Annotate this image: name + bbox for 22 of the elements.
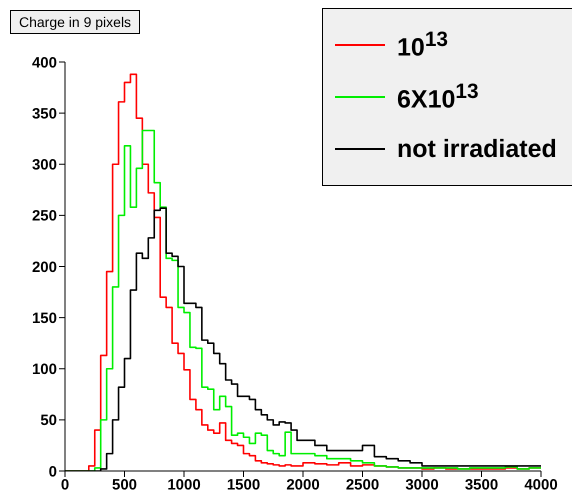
- x-tick-label: 4000: [524, 476, 558, 494]
- legend-label: 10$^{13}$: [397, 28, 448, 62]
- y-tick-label: 300: [32, 156, 57, 174]
- x-tick-label: 2000: [286, 476, 320, 494]
- x-tick-label: 2500: [346, 476, 380, 494]
- x-tick-label: 1500: [226, 476, 260, 494]
- y-tick-label: 350: [32, 105, 57, 122]
- chart-title: Charge in 9 pixels: [10, 10, 140, 34]
- legend-label: not irradiated: [397, 134, 557, 164]
- y-tick-label: 0: [48, 463, 57, 480]
- y-tick-label: 50: [40, 412, 57, 430]
- x-tick-label: 1000: [167, 476, 201, 494]
- x-tick-label: 0: [60, 476, 70, 494]
- y-tick-label: 400: [32, 54, 57, 72]
- y-tick-label: 150: [32, 310, 57, 327]
- y-tick-label: 200: [32, 258, 57, 276]
- legend-label: 6X10$^{13}$: [397, 80, 479, 114]
- x-tick-label: 3000: [405, 476, 439, 494]
- x-tick-label: 3500: [464, 476, 498, 494]
- y-tick-label: 100: [32, 361, 57, 378]
- x-tick-label: 500: [112, 476, 138, 494]
- y-tick-label: 250: [32, 208, 57, 225]
